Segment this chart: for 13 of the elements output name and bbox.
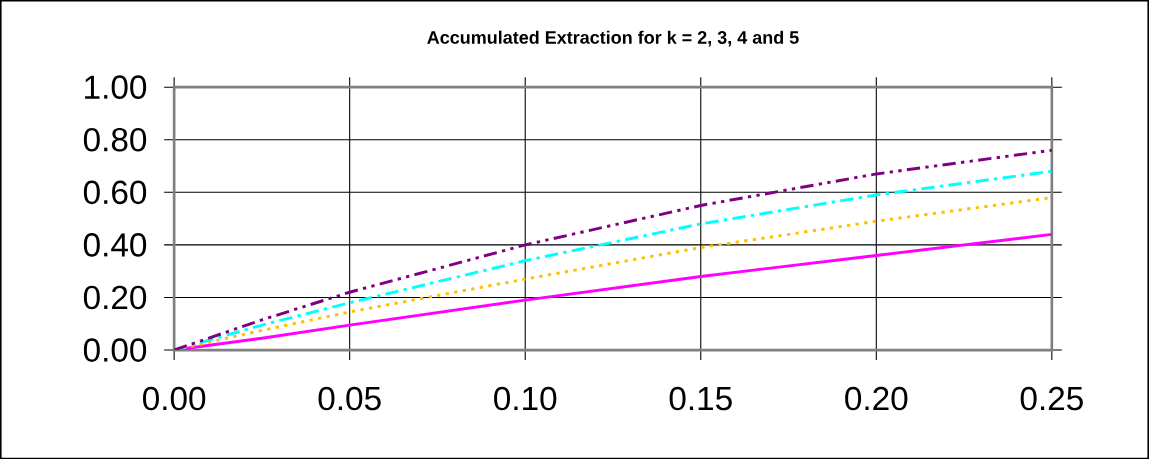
x-tick-label: 0.20	[845, 386, 908, 411]
x-tick-label: 0.05	[318, 386, 381, 411]
y-tick-label: 0.20	[83, 285, 147, 310]
x-tick-label: 0.00	[143, 386, 206, 411]
x-tick-label: 0.15	[669, 386, 732, 411]
y-tick-label: 1.00	[85, 75, 147, 99]
y-tick-label: 0.60	[83, 180, 147, 205]
x-tick-label: 0.10	[494, 386, 557, 411]
y-tick-label: 0.00	[83, 338, 147, 362]
x-tick-label: 0.25	[1020, 386, 1083, 411]
chart-title: Accumulated Extraction for k = 2, 3, 4 and 5	[427, 30, 799, 47]
y-tick-label: 0.80	[83, 127, 147, 152]
y-tick-label: 0.40	[83, 233, 147, 257]
